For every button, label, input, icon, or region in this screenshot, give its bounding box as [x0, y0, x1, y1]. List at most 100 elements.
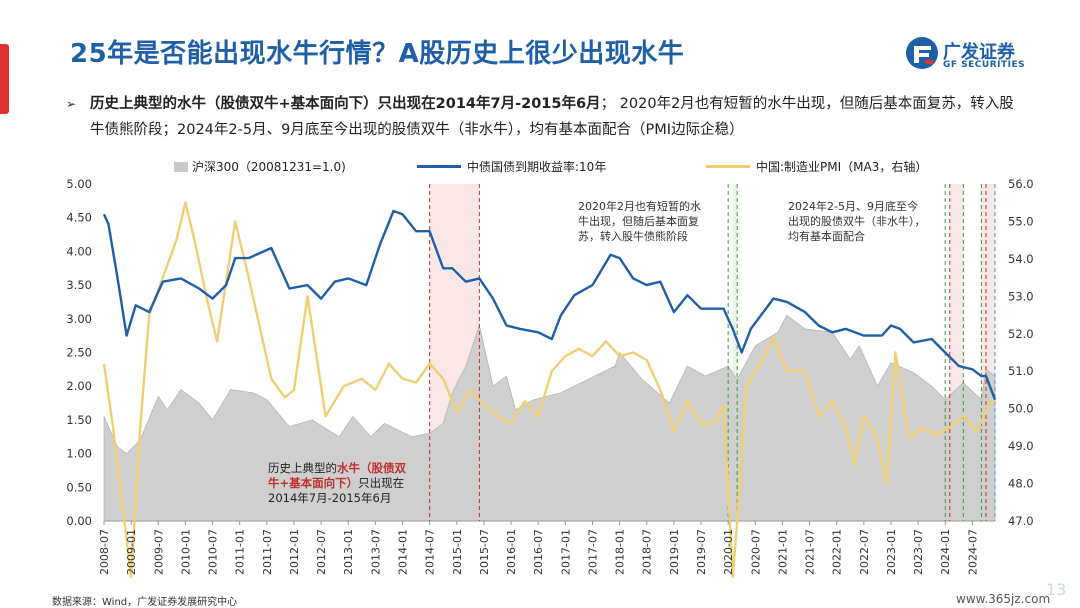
- arrow-bullet-icon: ➢: [66, 97, 77, 111]
- legend-label-hs300: 沪深300（20081231=1.0): [192, 160, 346, 174]
- y-left-tick-label-6: 3.00: [66, 312, 92, 326]
- y-right-tick-label-8: 55.0: [1008, 214, 1034, 228]
- y-right-tick-label-1: 48.0: [1008, 477, 1034, 491]
- y-left-tick-label-8: 4.00: [66, 244, 92, 258]
- y-left-tick-label-1: 0.50: [66, 480, 92, 494]
- key-point-normal: ； 2020年2月也有短暂的水牛出现，但随后基本面复苏，转入股牛债熊阶段；202…: [90, 96, 1014, 138]
- annotation-2024-line-2: 出现的股债双牛（非水牛），: [788, 214, 926, 228]
- watermark-text: www.365jz.com: [956, 592, 1051, 606]
- y-right-tick-label-2: 49.0: [1008, 439, 1034, 453]
- page-title: 25年是否能出现水牛行情？A股历史上很少出现水牛: [70, 39, 685, 69]
- x-tick-label-0: 2008-07: [98, 529, 111, 575]
- annotation-2024-line-3: 均有基本面配合: [788, 229, 865, 243]
- highlight-band-3: [732, 184, 738, 521]
- gf-logo-icon: [906, 37, 938, 69]
- logo-text-en: GF SECURITIES: [943, 60, 1026, 70]
- x-tick-label-25: 2021-01: [776, 529, 789, 575]
- hs300-area-path: [103, 314, 996, 522]
- x-tick-label-2: 2009-07: [152, 529, 165, 575]
- logo-text-cn: 广发证券: [943, 42, 1015, 63]
- y-left-tick-label-3: 1.50: [66, 413, 92, 427]
- chart-legend: 沪深300（20081231=1.0) 中债国债到期收益率:10年 中国:制造业…: [0, 158, 1080, 178]
- legend-area-swatch: [174, 161, 188, 172]
- x-tick-label-18: 2017-07: [586, 529, 599, 575]
- x-tick-label-20: 2018-07: [641, 529, 654, 575]
- x-tick-label-23: 2020-01: [722, 529, 735, 575]
- y-right-tick-label-4: 51.0: [1008, 364, 1034, 378]
- legend-item-pmi: 中国:制造业PMI（MA3，右轴）: [706, 158, 927, 175]
- x-tick-label-28: 2022-07: [858, 529, 871, 575]
- chart-annotations: 2020年2月也有短暂的水 牛出现，但随后基本面复 苏，转入股牛债熊阶段 202…: [268, 199, 926, 505]
- x-tick-label-17: 2017-01: [559, 529, 572, 575]
- tick-labels: 0.00 0.50 1.00 1.50 2.00 2.50 3.00 3.50 4.00 4.50…: [66, 177, 1033, 575]
- x-tick-label-6: 2011-07: [261, 529, 274, 575]
- annotation-2014-l2-red: 牛+基本面向下）: [268, 476, 358, 490]
- title-accent-bar: [0, 44, 9, 114]
- x-tick-label-11: 2014-01: [397, 529, 410, 575]
- x-tick-label-31: 2024-01: [939, 529, 952, 575]
- bond-yield-line: [102, 209, 997, 401]
- x-tick-label-4: 2010-07: [207, 529, 220, 575]
- annotation-2020-line-3: 苏，转入股牛债熊阶段: [578, 229, 688, 243]
- x-tick-label-32: 2024-07: [966, 529, 979, 575]
- annotation-2014-l1-pre: 历史上典型的: [268, 461, 337, 475]
- chart-lines: [102, 201, 997, 579]
- annotation-2020-line-2: 牛出现，但随后基本面复: [578, 214, 699, 228]
- y-right-tick-label-5: 52.0: [1008, 327, 1034, 341]
- x-tick-label-10: 2013-07: [369, 529, 382, 575]
- legend-item-hs300: 沪深300（20081231=1.0): [174, 158, 346, 175]
- x-tick-label-9: 2013-01: [342, 529, 355, 575]
- x-tick-label-15: 2016-01: [505, 529, 518, 575]
- y-left-tick-label-5: 2.50: [66, 346, 92, 360]
- x-tick-label-3: 2010-01: [179, 529, 192, 575]
- y-left-tick-label-10: 5.00: [66, 177, 92, 191]
- legend-label-bond-yield: 中债国债到期收益率:10年: [467, 160, 607, 174]
- annotation-2014-line-1: 历史上典型的水牛（股债双: [268, 461, 406, 475]
- pmi-line: [102, 201, 995, 579]
- annotation-2020-line-1: 2020年2月也有短暂的水: [578, 199, 701, 213]
- annotation-2014-l1-red: 水牛（股债双: [337, 461, 406, 475]
- x-tick-label-8: 2012-07: [315, 529, 328, 575]
- y-left-tick-label-0: 0.00: [66, 514, 92, 528]
- y-left-tick-label-7: 3.50: [66, 278, 92, 292]
- y-right-tick-label-6: 53.0: [1008, 289, 1034, 303]
- key-point-bold: 历史上典型的水牛（股债双牛+基本面向下）只出现在2014年7月-2015年6月: [90, 96, 601, 112]
- y-right-tick-label-0: 47.0: [1008, 514, 1034, 528]
- legend-item-bond-yield: 中债国债到期收益率:10年: [417, 158, 606, 175]
- legend-label-pmi: 中国:制造业PMI（MA3，右轴）: [756, 160, 928, 174]
- gf-logo: 广发证券 GF SECURITIES: [905, 36, 1045, 76]
- annotation-2014-l2-post: 只出现在: [358, 476, 404, 490]
- y-left-tick-label-4: 2.00: [66, 379, 92, 393]
- x-tick-label-30: 2023-07: [912, 529, 925, 575]
- x-tick-label-14: 2015-07: [478, 529, 491, 575]
- x-tick-label-22: 2019-07: [695, 529, 708, 575]
- x-tick-label-12: 2014-07: [424, 529, 437, 575]
- x-tick-label-27: 2022-01: [831, 529, 844, 575]
- x-tick-label-13: 2015-01: [451, 529, 464, 575]
- y-right-tick-label-9: 56.0: [1008, 177, 1034, 191]
- chart-axes: [103, 520, 995, 525]
- x-tick-label-16: 2016-07: [532, 529, 545, 575]
- annotation-2014-line-2: 牛+基本面向下）只出现在: [268, 476, 404, 490]
- annotation-2014-line-3: 2014年7月-2015年6月: [268, 491, 391, 505]
- annotation-2024-line-1: 2024年2-5月、9月底至今: [788, 199, 918, 213]
- x-tick-label-26: 2021-07: [804, 529, 817, 575]
- x-tick-label-24: 2020-07: [749, 529, 762, 575]
- x-tick-label-1: 2009-01: [125, 529, 138, 575]
- hs300-area: [103, 314, 996, 522]
- y-left-tick-label-2: 1.00: [66, 447, 92, 461]
- y-right-tick-label-3: 50.0: [1008, 402, 1034, 416]
- main-chart: 0.00 0.50 1.00 1.50 2.00 2.50 3.00 3.50 4.00 4.50…: [66, 177, 1034, 579]
- x-tick-label-19: 2018-01: [614, 529, 627, 575]
- x-tick-label-5: 2011-01: [234, 529, 247, 575]
- x-tick-label-21: 2019-01: [668, 529, 681, 575]
- key-point-text: 历史上典型的水牛（股债双牛+基本面向下）只出现在2014年7月-2015年6月；…: [90, 91, 1016, 143]
- data-source-note: 数据来源：Wind，广发证券发展研究中心: [52, 597, 238, 608]
- x-tick-label-29: 2023-01: [885, 529, 898, 575]
- y-left-tick-label-9: 4.50: [66, 211, 92, 225]
- y-right-tick-label-7: 54.0: [1008, 252, 1034, 266]
- legend-blue-line: [417, 165, 461, 168]
- legend-yellow-line: [706, 165, 750, 168]
- page-number: 13: [1046, 580, 1067, 599]
- x-tick-label-7: 2012-01: [288, 529, 301, 575]
